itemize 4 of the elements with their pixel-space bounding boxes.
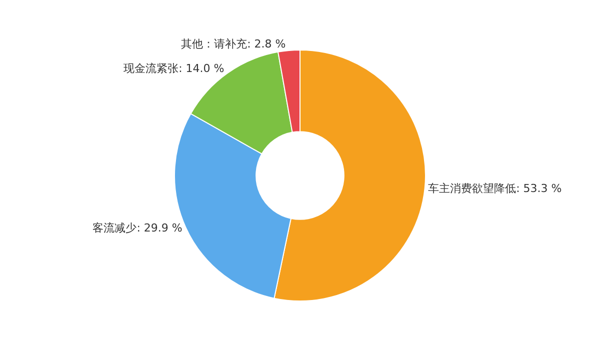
slice-label: 客流减少: 29.9 % [92, 222, 182, 235]
slice-label: 车主消费欲望降低: 53.3 % [428, 182, 562, 196]
slice-label: 现金流紧张: 14.0 % [124, 62, 224, 76]
slice-label: 其他：请补充: 2.8 % [181, 38, 286, 51]
